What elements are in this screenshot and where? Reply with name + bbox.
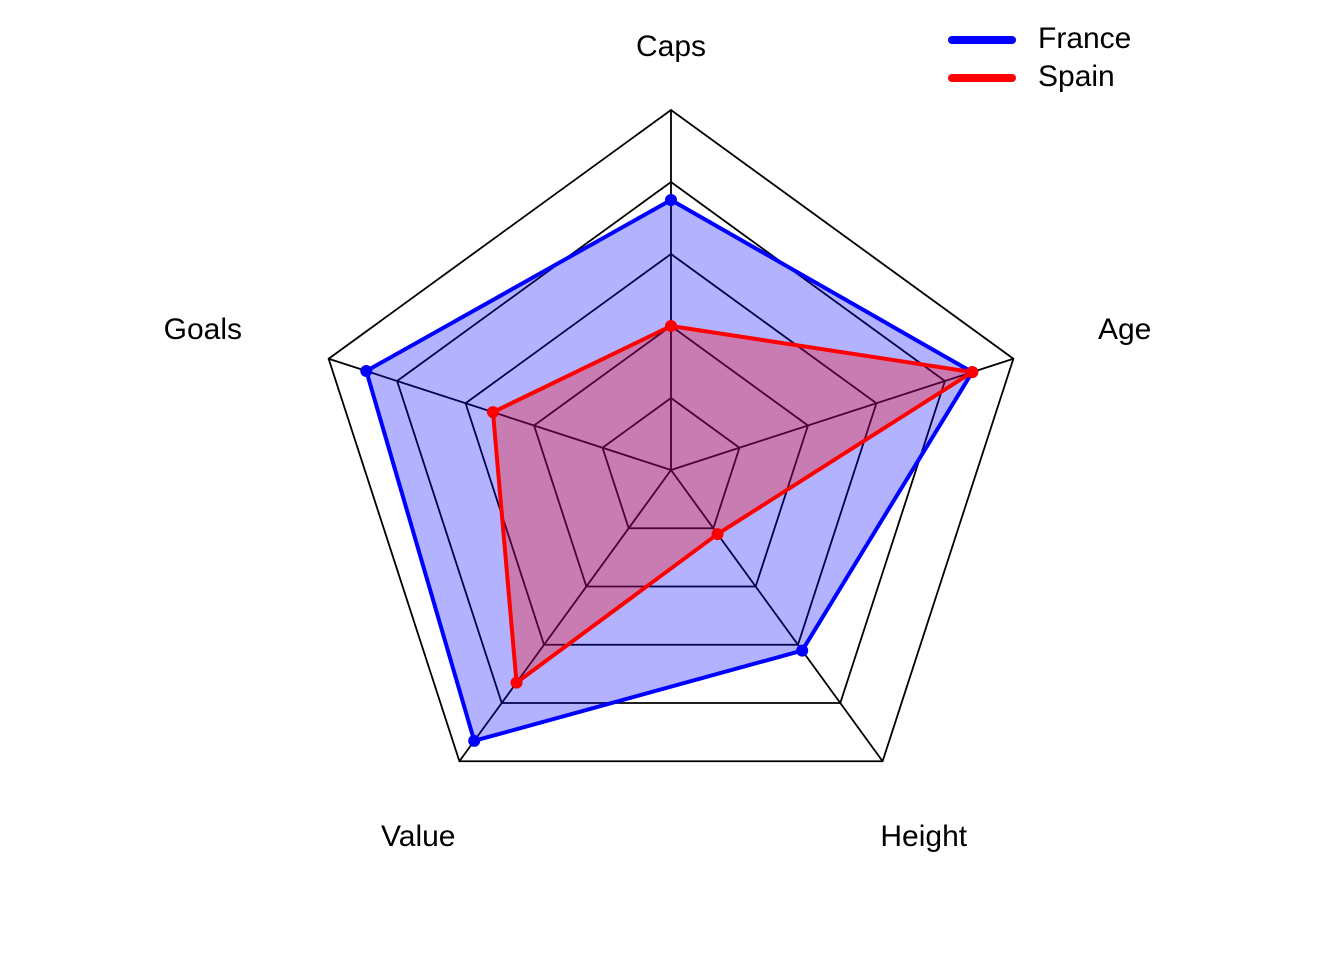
radar-series — [360, 194, 979, 747]
axis-label-caps: Caps — [636, 30, 706, 63]
point-spain-goals — [486, 406, 499, 419]
point-spain-caps — [665, 320, 677, 332]
axis-label-height: Height — [880, 820, 967, 853]
legend-label-france: France — [1038, 22, 1131, 55]
series-area-france — [366, 200, 973, 741]
point-spain-height — [711, 528, 724, 541]
series-france — [360, 194, 979, 747]
spoke-goals — [328, 357, 672, 471]
point-france-goals — [360, 364, 373, 377]
series-line-france — [364, 198, 975, 743]
axis-label-value: Value — [381, 820, 456, 853]
point-france-height — [796, 644, 809, 657]
spoke-height — [670, 469, 884, 762]
grid-ring-4 — [396, 180, 946, 704]
axis-label-age: Age — [1098, 313, 1151, 346]
spoke-age — [670, 357, 1014, 471]
legend-label-spain: Spain — [1038, 60, 1115, 93]
axis-label-goals: Goals — [164, 313, 242, 346]
spoke-value — [458, 469, 672, 762]
series-line-spain — [490, 324, 975, 685]
point-france-value — [468, 734, 481, 747]
series-spain — [486, 320, 979, 689]
grid-ring-1 — [601, 396, 741, 530]
point-spain-age — [966, 366, 979, 379]
point-spain-value — [510, 676, 523, 689]
grid-ring-5 — [327, 108, 1015, 763]
grid-ring-2 — [532, 324, 810, 588]
grid-ring-3 — [464, 252, 878, 646]
radar-grid — [327, 108, 1015, 763]
legend: France Spain — [948, 22, 1131, 93]
axis-labels: Caps Age Height Value Goals — [164, 30, 1152, 853]
point-france-caps — [665, 194, 677, 206]
series-area-spain — [492, 326, 973, 683]
